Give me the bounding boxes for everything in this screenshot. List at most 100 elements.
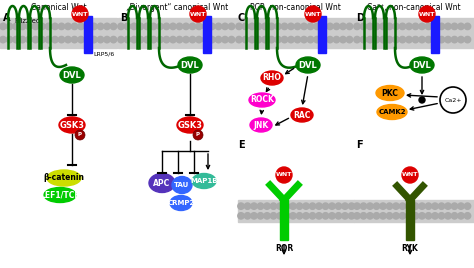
Circle shape bbox=[193, 130, 203, 140]
Ellipse shape bbox=[44, 188, 76, 203]
Text: DVL: DVL bbox=[63, 70, 82, 80]
Circle shape bbox=[307, 23, 314, 29]
Circle shape bbox=[39, 36, 45, 43]
Circle shape bbox=[257, 213, 264, 219]
Circle shape bbox=[288, 36, 294, 43]
Circle shape bbox=[262, 23, 268, 29]
Circle shape bbox=[170, 23, 176, 29]
Circle shape bbox=[329, 203, 335, 209]
Circle shape bbox=[333, 23, 340, 29]
Text: Ca2+: Ca2+ bbox=[444, 98, 462, 102]
Text: ROCK: ROCK bbox=[250, 95, 274, 105]
Text: GSK3: GSK3 bbox=[177, 121, 202, 129]
Circle shape bbox=[301, 23, 307, 29]
Circle shape bbox=[360, 36, 367, 43]
Circle shape bbox=[425, 36, 432, 43]
Circle shape bbox=[71, 36, 78, 43]
Circle shape bbox=[419, 6, 435, 22]
Text: P: P bbox=[78, 132, 82, 137]
Circle shape bbox=[445, 203, 451, 209]
Circle shape bbox=[393, 213, 399, 219]
Circle shape bbox=[190, 6, 206, 22]
Circle shape bbox=[118, 36, 124, 43]
Circle shape bbox=[432, 203, 438, 209]
Circle shape bbox=[150, 23, 157, 29]
Circle shape bbox=[393, 36, 399, 43]
Circle shape bbox=[157, 23, 163, 29]
Circle shape bbox=[419, 23, 425, 29]
Circle shape bbox=[251, 213, 257, 219]
Circle shape bbox=[432, 36, 438, 43]
Circle shape bbox=[157, 36, 163, 43]
Circle shape bbox=[412, 213, 419, 219]
Circle shape bbox=[320, 36, 327, 43]
Circle shape bbox=[451, 203, 458, 209]
Circle shape bbox=[406, 36, 412, 43]
Text: DVL: DVL bbox=[413, 61, 431, 69]
Circle shape bbox=[294, 36, 301, 43]
Ellipse shape bbox=[149, 173, 175, 192]
Circle shape bbox=[399, 36, 406, 43]
Circle shape bbox=[251, 203, 257, 209]
Circle shape bbox=[465, 36, 471, 43]
Circle shape bbox=[202, 23, 209, 29]
Circle shape bbox=[268, 36, 275, 43]
Circle shape bbox=[72, 6, 88, 22]
Text: WNT: WNT bbox=[72, 12, 88, 17]
Circle shape bbox=[75, 130, 85, 140]
Text: β-catenin: β-catenin bbox=[44, 173, 84, 183]
Text: Canonical Wnt: Canonical Wnt bbox=[31, 3, 87, 12]
Circle shape bbox=[322, 213, 328, 219]
Text: WNT: WNT bbox=[402, 173, 418, 177]
Circle shape bbox=[399, 23, 406, 29]
Circle shape bbox=[26, 36, 32, 43]
Text: WNT: WNT bbox=[419, 12, 435, 17]
Circle shape bbox=[124, 23, 131, 29]
Circle shape bbox=[131, 36, 137, 43]
Circle shape bbox=[104, 36, 110, 43]
Circle shape bbox=[310, 213, 316, 219]
Circle shape bbox=[91, 23, 97, 29]
Bar bbox=[318, 16, 326, 53]
Circle shape bbox=[58, 36, 64, 43]
Circle shape bbox=[46, 36, 52, 43]
Ellipse shape bbox=[177, 117, 203, 133]
Ellipse shape bbox=[172, 177, 192, 193]
Circle shape bbox=[296, 203, 303, 209]
Text: RYK: RYK bbox=[401, 244, 419, 253]
Circle shape bbox=[425, 213, 432, 219]
Circle shape bbox=[440, 87, 466, 113]
Ellipse shape bbox=[47, 170, 81, 186]
Bar bbox=[84, 16, 92, 53]
Circle shape bbox=[189, 23, 196, 29]
Circle shape bbox=[19, 36, 26, 43]
Ellipse shape bbox=[376, 85, 404, 100]
Circle shape bbox=[270, 213, 277, 219]
Text: Ca²⁺, non-canonical Wnt: Ca²⁺, non-canonical Wnt bbox=[367, 3, 461, 12]
Text: PCP, non-canonical Wnt: PCP, non-canonical Wnt bbox=[250, 3, 340, 12]
Ellipse shape bbox=[170, 195, 192, 210]
Circle shape bbox=[0, 36, 6, 43]
Circle shape bbox=[255, 36, 262, 43]
Ellipse shape bbox=[377, 105, 407, 120]
Circle shape bbox=[419, 36, 425, 43]
Circle shape bbox=[386, 203, 392, 209]
Circle shape bbox=[84, 36, 91, 43]
Circle shape bbox=[445, 213, 451, 219]
Ellipse shape bbox=[250, 118, 272, 132]
Bar bbox=[406, 200, 414, 240]
Circle shape bbox=[78, 23, 84, 29]
Circle shape bbox=[275, 36, 281, 43]
Circle shape bbox=[445, 36, 451, 43]
Circle shape bbox=[329, 213, 335, 219]
Circle shape bbox=[294, 23, 301, 29]
Ellipse shape bbox=[249, 93, 275, 107]
Circle shape bbox=[340, 36, 346, 43]
Circle shape bbox=[52, 36, 58, 43]
Bar bbox=[236, 18, 354, 48]
Circle shape bbox=[316, 213, 322, 219]
Bar bbox=[203, 16, 211, 53]
Text: APC: APC bbox=[154, 178, 171, 188]
Circle shape bbox=[78, 36, 84, 43]
Text: RAC: RAC bbox=[293, 110, 310, 120]
